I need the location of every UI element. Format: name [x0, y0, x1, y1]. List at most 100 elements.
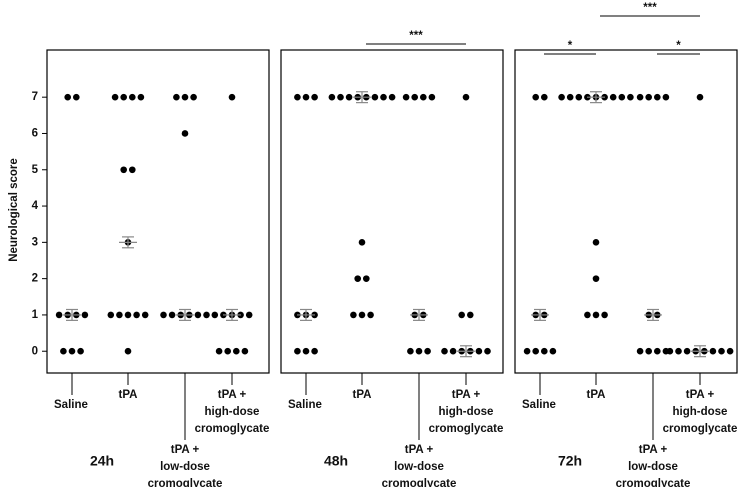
- data-dot: [294, 347, 301, 355]
- data-dot: [124, 311, 132, 319]
- category-label: high-dose: [205, 406, 260, 418]
- data-dot: [541, 347, 548, 355]
- data-dot: [636, 93, 644, 101]
- data-dot: [654, 347, 661, 355]
- data-dot: [215, 347, 223, 355]
- data-dot: [380, 93, 387, 101]
- category-label: Saline: [54, 399, 88, 411]
- data-dot: [718, 347, 725, 355]
- data-dot: [116, 311, 123, 319]
- data-dot: [129, 166, 136, 174]
- data-dot: [350, 311, 357, 319]
- data-dot: [415, 347, 423, 355]
- data-dot: [345, 93, 353, 101]
- data-dot: [411, 93, 419, 101]
- category-label: tPA +: [171, 444, 200, 456]
- data-dot: [228, 93, 236, 101]
- category-label: cromoglycate: [663, 423, 738, 435]
- data-dot: [294, 93, 301, 101]
- data-dot: [354, 275, 362, 282]
- panel-frame: [280, 49, 504, 374]
- y-tick-label: 6: [32, 128, 38, 140]
- data-dot: [683, 347, 691, 355]
- significance-label: *: [568, 40, 573, 52]
- y-axis-label: Neurological score: [8, 158, 20, 262]
- data-dot: [64, 93, 71, 101]
- data-dot: [328, 93, 336, 101]
- data-dot: [111, 93, 119, 101]
- data-dot: [388, 93, 396, 101]
- data-dot: [428, 93, 436, 101]
- category-label: high-dose: [673, 406, 728, 418]
- data-dot: [532, 93, 539, 101]
- data-dot: [645, 93, 652, 101]
- data-dot: [367, 311, 374, 319]
- category-label: tPA +: [639, 444, 668, 456]
- data-dot: [467, 311, 474, 319]
- data-dot: [462, 93, 470, 101]
- data-dot: [475, 347, 483, 355]
- data-dot: [584, 311, 591, 319]
- data-dot: [484, 347, 491, 355]
- category-label: low-dose: [628, 461, 678, 473]
- data-dot: [627, 93, 634, 101]
- data-dot: [709, 347, 717, 355]
- data-dot: [77, 347, 84, 355]
- data-dot: [558, 93, 565, 101]
- category-label: Saline: [288, 399, 322, 411]
- category-label: cromoglycate: [195, 423, 270, 435]
- data-dot: [311, 93, 318, 101]
- data-dot: [68, 347, 76, 355]
- category-label: tPA +: [686, 389, 715, 401]
- data-dot: [363, 275, 370, 282]
- category-label: cromoglycate: [429, 423, 504, 435]
- data-dot: [302, 93, 310, 101]
- data-dot: [168, 311, 176, 319]
- data-dot: [696, 93, 704, 101]
- y-tick-label: 7: [32, 91, 38, 103]
- data-dot: [592, 311, 600, 319]
- panel-title: 48h: [324, 453, 348, 469]
- category-label: tPA +: [405, 444, 434, 456]
- data-dot: [107, 311, 115, 319]
- data-dot: [141, 311, 149, 319]
- data-dot: [420, 93, 427, 101]
- y-tick-label: 0: [32, 345, 38, 357]
- data-dot: [645, 347, 652, 355]
- y-tick-label: 1: [32, 309, 39, 321]
- data-dot: [337, 93, 344, 101]
- data-dot: [137, 93, 145, 101]
- data-dot: [241, 347, 249, 355]
- data-dot: [181, 130, 189, 137]
- category-label: low-dose: [394, 461, 444, 473]
- data-dot: [609, 93, 617, 101]
- category-label: Saline: [522, 399, 556, 411]
- data-dot: [358, 239, 366, 246]
- data-dot: [160, 311, 167, 319]
- panel-frame: [514, 49, 738, 374]
- panel-title: 24h: [90, 453, 114, 469]
- data-dot: [532, 347, 539, 355]
- data-dot: [636, 347, 644, 355]
- data-dot: [81, 311, 89, 319]
- category-label: cromoglycate: [616, 478, 691, 487]
- data-dot: [523, 347, 531, 355]
- y-tick-label: 4: [32, 200, 39, 212]
- data-dot: [55, 311, 63, 319]
- y-tick-label: 3: [32, 236, 38, 248]
- data-dot: [592, 239, 600, 246]
- data-dot: [441, 347, 448, 355]
- category-label: cromoglycate: [382, 478, 457, 487]
- category-label: tPA: [119, 389, 138, 401]
- data-dot: [311, 347, 318, 355]
- category-label: high-dose: [439, 406, 494, 418]
- data-dot: [726, 347, 734, 355]
- data-dot: [371, 93, 379, 101]
- data-dot: [302, 347, 310, 355]
- category-label: tPA: [587, 389, 606, 401]
- data-dot: [601, 311, 608, 319]
- data-dot: [245, 311, 253, 319]
- data-dot: [566, 93, 574, 101]
- category-label: low-dose: [160, 461, 210, 473]
- significance-label: ***: [409, 30, 423, 42]
